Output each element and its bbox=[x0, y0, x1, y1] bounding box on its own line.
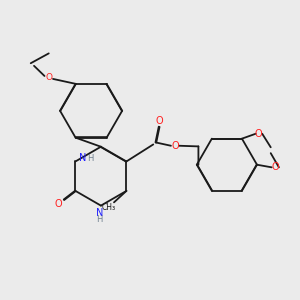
Text: N: N bbox=[79, 153, 86, 163]
Text: O: O bbox=[55, 199, 62, 209]
Text: O: O bbox=[155, 116, 163, 126]
Text: O: O bbox=[171, 141, 179, 151]
Text: H: H bbox=[87, 154, 93, 163]
Text: CH₃: CH₃ bbox=[101, 203, 116, 212]
Text: O: O bbox=[254, 129, 262, 139]
Text: H: H bbox=[96, 215, 103, 224]
Text: O: O bbox=[45, 74, 52, 82]
Text: O: O bbox=[271, 162, 279, 172]
Text: N: N bbox=[96, 208, 103, 218]
